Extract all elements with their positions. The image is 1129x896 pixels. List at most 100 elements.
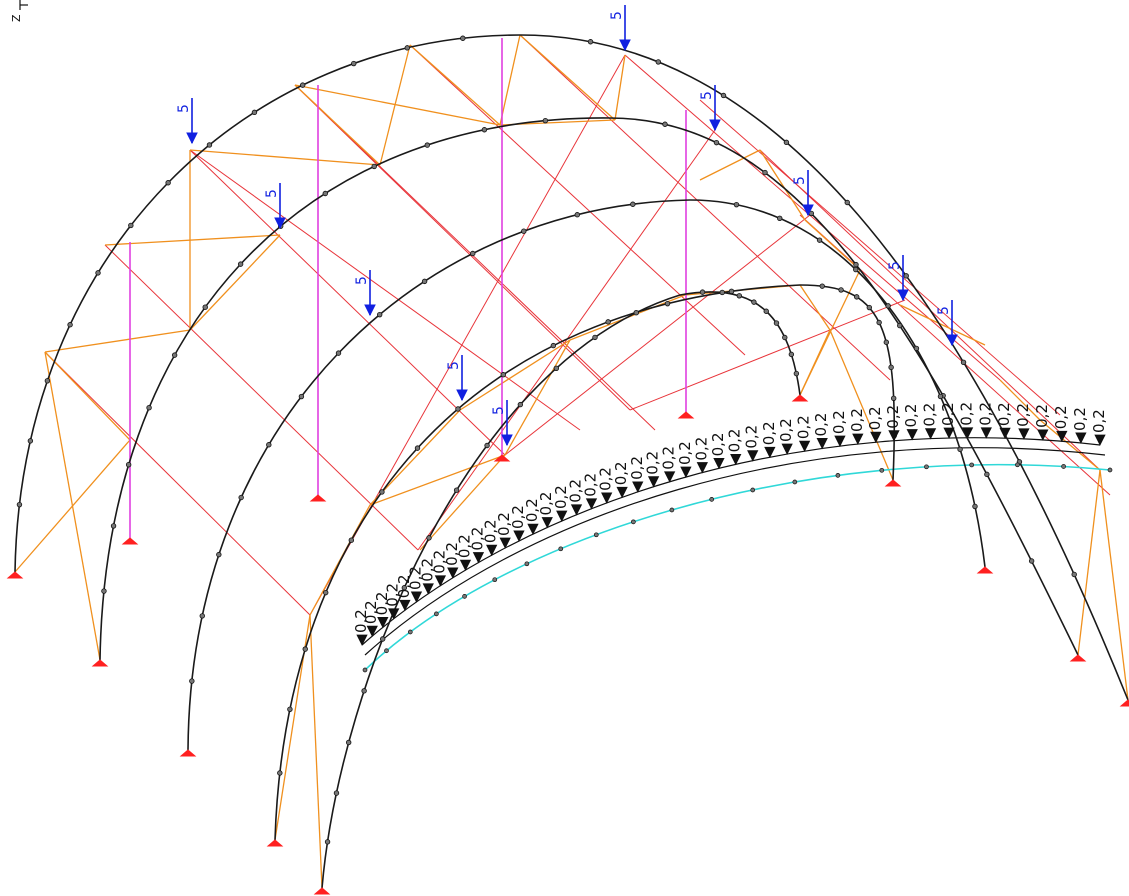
node — [574, 212, 580, 218]
line-load-arrow — [472, 552, 485, 564]
line-load-arrow — [422, 583, 434, 595]
node — [287, 706, 293, 712]
node — [335, 350, 342, 356]
node — [736, 293, 743, 299]
line-load-label: 0,2 — [958, 402, 976, 426]
brace-member — [799, 269, 861, 396]
line-load: 0,2 — [1052, 405, 1070, 443]
line-load: 0,2 — [384, 583, 402, 620]
line-load-label: 0,2 — [760, 421, 778, 445]
edge-node — [792, 479, 798, 485]
line-load-label: 0,2 — [848, 408, 866, 432]
line-load-arrow — [1056, 430, 1068, 443]
line-load-label: 0,2 — [406, 566, 424, 590]
line-load: 0,2 — [552, 485, 570, 522]
edge-node — [969, 462, 975, 468]
diagonal-member — [294, 84, 656, 431]
node — [146, 405, 152, 411]
brace-member — [799, 284, 831, 331]
point-load-arrowhead — [946, 334, 958, 347]
line-load: 0,2 — [709, 433, 727, 470]
point-load-arrowhead — [186, 132, 198, 145]
line-load: 0,2 — [455, 534, 473, 572]
node — [883, 339, 890, 345]
node — [605, 319, 611, 325]
point-load: 5 — [936, 300, 958, 347]
node — [348, 537, 355, 543]
line-load: 0,2 — [939, 402, 957, 439]
line-load-arrow — [1094, 434, 1106, 446]
line-load: 0,2 — [468, 527, 486, 564]
line-load-label: 0,2 — [362, 600, 380, 624]
node — [662, 121, 668, 127]
point-load-label: 5 — [354, 276, 370, 285]
line-load: 0,2 — [567, 479, 585, 516]
line-load-arrow — [356, 634, 368, 646]
line-load-label: 0,2 — [418, 558, 436, 582]
node — [777, 215, 783, 221]
node — [517, 401, 524, 408]
line-load-label: 0,2 — [660, 446, 678, 470]
line-load: 0,2 — [644, 451, 662, 488]
node — [782, 334, 788, 341]
diagonal-member — [629, 299, 906, 411]
diagonal-member — [104, 244, 419, 551]
line-load: 0,2 — [1090, 409, 1108, 446]
point-load: 5 — [176, 98, 198, 145]
edge-node — [924, 464, 929, 470]
edge-node — [750, 487, 756, 493]
line-load: 0,2 — [430, 550, 448, 587]
line-load-label: 0,2 — [384, 583, 402, 607]
line-load-arrow — [664, 471, 676, 483]
edge-curve — [364, 447, 1106, 656]
line-load-arrow — [764, 446, 776, 459]
edge-node — [407, 629, 413, 635]
node — [379, 489, 385, 495]
brace-member — [419, 454, 506, 551]
node — [67, 322, 73, 328]
node — [553, 365, 560, 372]
line-load: 0,2 — [726, 429, 744, 466]
line-load: 0,2 — [692, 437, 710, 474]
line-load: 0,2 — [1071, 407, 1089, 444]
edge-node — [1107, 467, 1113, 473]
line-load-arrow — [632, 481, 644, 493]
line-load-label: 0,2 — [884, 405, 902, 429]
arch-member — [519, 34, 1129, 701]
point-load-label: 5 — [887, 261, 903, 270]
brace-member — [294, 84, 381, 166]
line-load: 0,2 — [760, 421, 778, 459]
vertical-hangers — [129, 38, 687, 538]
node — [404, 45, 410, 51]
line-load-arrow — [388, 608, 400, 620]
node — [630, 201, 636, 207]
brace-member — [759, 149, 806, 221]
arch-member — [679, 291, 801, 396]
supports — [6, 394, 1129, 895]
node — [728, 288, 735, 295]
line-load-label: 0,2 — [581, 473, 599, 497]
brace-member — [44, 329, 191, 353]
diagonal-member — [44, 351, 311, 616]
line-load: 0,2 — [976, 402, 994, 439]
edge-node — [835, 473, 841, 478]
line-load-label: 0,2 — [795, 415, 813, 439]
node — [202, 304, 208, 310]
line-load-label: 0,2 — [373, 592, 391, 616]
node — [751, 299, 757, 305]
point-load-arrowhead — [802, 204, 814, 217]
brace-member — [999, 379, 1041, 421]
line-load-arrow — [1018, 428, 1030, 440]
node — [773, 320, 780, 326]
line-load-label: 0,2 — [676, 441, 694, 465]
node — [302, 646, 308, 652]
nodes — [16, 35, 1113, 845]
brace-member — [1099, 469, 1129, 701]
diagonal-member — [409, 44, 746, 356]
node — [720, 92, 727, 99]
node — [125, 462, 132, 468]
edge-node — [492, 577, 498, 583]
line-load: 0,2 — [523, 498, 541, 536]
